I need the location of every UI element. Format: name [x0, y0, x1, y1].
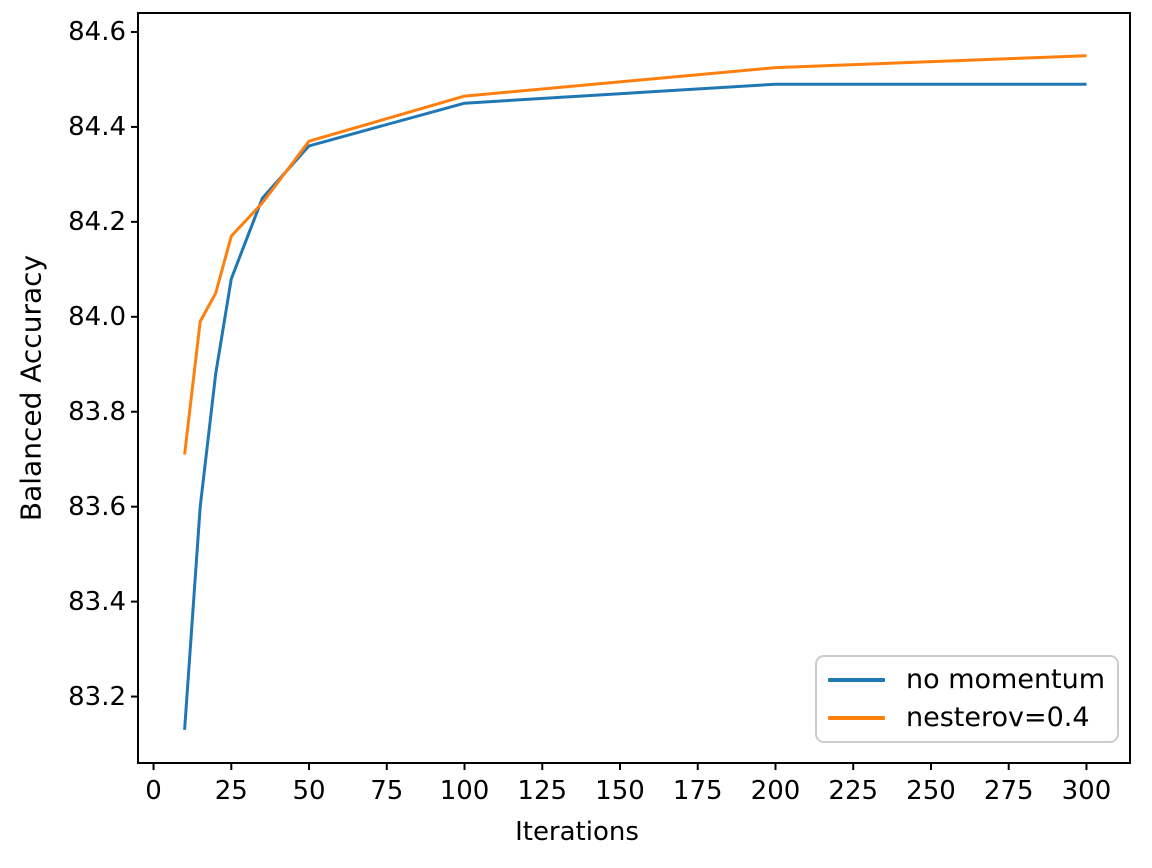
y-tick-label: 84.0 — [68, 301, 126, 332]
x-tick-label: 125 — [517, 776, 568, 806]
x-tick-label: 225 — [828, 776, 879, 806]
legend-entry: nesterov=0.4 — [817, 701, 1117, 735]
y-tick-label: 83.8 — [68, 396, 126, 427]
y-tick-label: 83.4 — [68, 586, 126, 617]
x-tick-label: 250 — [906, 776, 956, 806]
x-tick-label: 50 — [292, 776, 326, 806]
series-line-nesterov-0-4 — [183, 54, 1087, 455]
axes-frame — [137, 12, 1131, 764]
x-tick-label: 100 — [439, 776, 490, 806]
x-tick-label: 275 — [983, 776, 1034, 806]
y-tick-label: 83.2 — [68, 681, 126, 712]
legend: no momentum nesterov=0.4 — [815, 655, 1119, 743]
y-tick-label: 84.6 — [68, 16, 126, 47]
legend-line-swatch — [828, 716, 885, 720]
legend-label: nesterov=0.4 — [906, 702, 1090, 733]
x-tick-label: 200 — [750, 776, 801, 806]
legend-entry: no momentum — [817, 663, 1117, 697]
legend-line-swatch — [828, 678, 885, 682]
x-tick-label: 175 — [672, 776, 723, 806]
y-tick-label: 84.2 — [68, 206, 126, 237]
legend-label: no momentum — [906, 664, 1106, 695]
x-tick-label: 150 — [595, 776, 645, 806]
x-tick-label: 300 — [1061, 776, 1112, 806]
x-axis-label: Iterations — [515, 817, 639, 847]
series-line-no-momentum — [183, 82, 1087, 730]
y-axis-label: Balanced Accuracy — [14, 254, 48, 522]
y-tick-label: 83.6 — [68, 491, 126, 522]
x-tick-label: 75 — [370, 776, 404, 806]
y-tick-label: 84.4 — [68, 111, 126, 142]
x-tick-label: 25 — [214, 776, 248, 806]
x-tick-label: 0 — [145, 776, 162, 806]
